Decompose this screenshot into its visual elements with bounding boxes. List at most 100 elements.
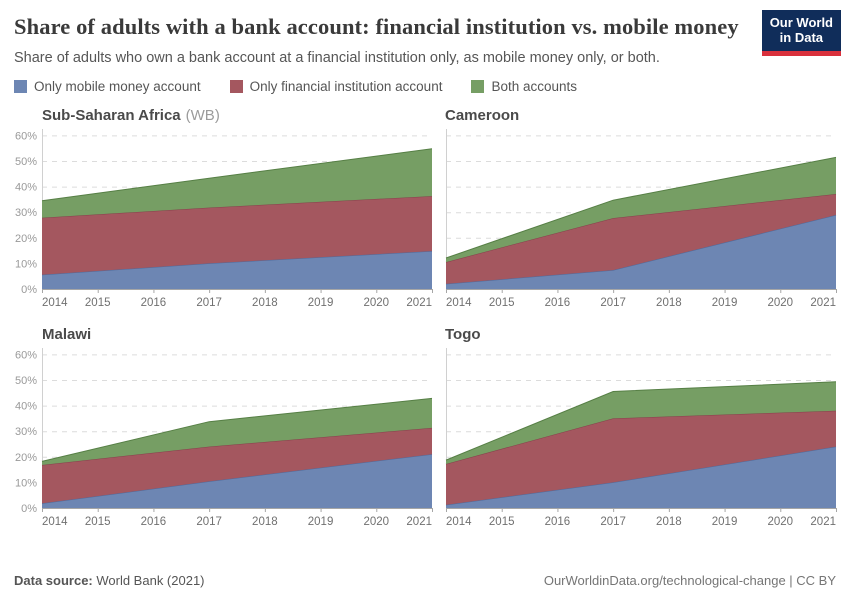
x-tick-label: 2021 xyxy=(810,516,836,528)
area-series-both xyxy=(446,157,836,263)
area-series-both-line xyxy=(445,381,837,461)
x-tick-label: 2020 xyxy=(363,297,389,309)
x-tick-label: 2014 xyxy=(446,297,472,309)
y-tick-label: 60% xyxy=(15,350,37,362)
legend-label-both: Both accounts xyxy=(491,79,578,95)
y-tick-label: 20% xyxy=(15,233,37,245)
panel-title-text: Sub-Saharan Africa xyxy=(42,107,181,125)
panel-title-cameroon: Cameroon xyxy=(445,107,836,124)
panel-title-sub-saharan-africa: Sub-Saharan Africa (WB) xyxy=(42,107,433,124)
x-tick-label: 2019 xyxy=(308,297,334,309)
x-tick-label: 2018 xyxy=(252,516,278,528)
area-series-both xyxy=(446,382,836,465)
x-tick-label: 2021 xyxy=(810,297,836,309)
x-tick-label: 2015 xyxy=(85,516,111,528)
x-tick-label: 2014 xyxy=(42,297,68,309)
x-tick-label: 2017 xyxy=(196,516,222,528)
area-series-fi xyxy=(42,428,432,504)
legend: Only mobile money account Only financial… xyxy=(14,79,836,94)
panel-cameroon: Cameroon 2014 2015 2016 2017 2018 2019 2020 202… xyxy=(445,107,837,315)
area-series-mobile xyxy=(446,446,836,509)
x-tick-label: 2017 xyxy=(196,297,222,309)
page-title: Share of adults with a bank account: fin… xyxy=(14,14,739,39)
panel-title-suffix: (WB) xyxy=(185,107,220,125)
legend-swatch-both-icon xyxy=(471,80,485,94)
x-tick-label: 2019 xyxy=(712,297,738,309)
panel-title-malawi: Malawi xyxy=(42,326,433,343)
area-series-mobile xyxy=(446,215,836,290)
y-tick-label: 0% xyxy=(21,503,37,515)
area-series-both xyxy=(42,398,432,466)
area-chart-malawi: 0% 10% 20% 30% 40% 50% 60% 2014 2015 2016 2017 2018… xyxy=(15,348,433,528)
panel-title-text: Malawi xyxy=(42,326,92,344)
legend-item-both-accounts[interactable]: Both accounts xyxy=(471,79,577,94)
x-tick-label: 2019 xyxy=(308,516,334,528)
footer-source-value: World Bank (2021) xyxy=(92,573,205,588)
x-tick-label: 2015 xyxy=(85,297,111,309)
legend-swatch-fi-icon xyxy=(229,80,243,94)
y-tick-label: 40% xyxy=(15,182,37,194)
y-tick-label: 10% xyxy=(15,478,37,490)
area-series-mobile xyxy=(42,251,432,290)
legend-item-only-mobile-money[interactable]: Only mobile money account xyxy=(14,79,201,94)
x-tick-label: 2016 xyxy=(141,297,167,309)
x-tick-label: 2018 xyxy=(252,297,278,309)
footer-source-label: Data source: xyxy=(14,573,93,588)
panel-title-text: Togo xyxy=(445,326,481,344)
y-tick-label: 10% xyxy=(15,259,37,271)
y-tick-label: 60% xyxy=(15,131,37,143)
area-series-fi xyxy=(446,410,836,506)
charts-grid: Sub-Saharan Africa (WB) 0% 10% 20% 30% 40% 50%… xyxy=(14,107,837,534)
owid-logo[interactable]: Our World in Data xyxy=(761,10,841,56)
panel-title-togo: Togo xyxy=(445,326,836,343)
x-tick-label: 2016 xyxy=(545,297,571,309)
x-tick-label: 2014 xyxy=(446,516,472,528)
owid-logo-line1: Our World xyxy=(769,15,833,30)
area-chart-sub-saharan-africa: 0% 10% 20% 30% 40% 50% 60% 2014 2015 2016 2017 2018… xyxy=(15,129,433,309)
y-tick-label: 50% xyxy=(15,156,37,168)
panel-title-text: Cameroon xyxy=(445,107,520,125)
x-tick-label: 2019 xyxy=(712,516,738,528)
x-tick-label: 2021 xyxy=(406,516,432,528)
legend-item-only-financial-institution[interactable]: Only financial institution account xyxy=(229,79,443,95)
x-tick-label: 2016 xyxy=(545,516,571,528)
area-series-both-line xyxy=(445,157,837,259)
page-subtitle: Share of adults who own a bank account a… xyxy=(14,50,660,67)
y-tick-label: 50% xyxy=(15,375,37,387)
x-tick-label: 2016 xyxy=(141,516,167,528)
y-tick-label: 30% xyxy=(15,207,37,219)
panel-togo: Togo 2014 2015 2016 2017 2018 2019 2020 2021 xyxy=(445,326,837,534)
owid-logo-text: Our World in Data xyxy=(761,10,841,51)
x-tick-label: 2020 xyxy=(767,297,793,309)
area-series-fi xyxy=(42,196,432,275)
owid-logo-red-bar xyxy=(761,50,841,56)
area-series-both-line xyxy=(41,398,433,463)
area-series-both-line xyxy=(41,148,433,202)
legend-label-fi: Only financial institution account xyxy=(249,79,443,95)
y-tick-label: 0% xyxy=(21,284,37,296)
area-series-mobile xyxy=(42,454,432,509)
area-series-both xyxy=(42,148,432,219)
footer: Data source: World Bank (2021) OurWorldi… xyxy=(14,573,836,588)
area-chart-togo: 2014 2015 2016 2017 2018 2019 2020 2021 xyxy=(445,348,837,528)
panel-malawi: Malawi 0% 10% 20% 30% 40% 50% 60% 2014 2015 2016 2… xyxy=(14,326,433,534)
y-tick-label: 30% xyxy=(15,426,37,438)
footer-link[interactable]: OurWorldinData.org/technological-change … xyxy=(543,573,836,588)
owid-logo-line2: in Data xyxy=(779,29,824,45)
panel-sub-saharan-africa: Sub-Saharan Africa (WB) 0% 10% 20% 30% 40% 50%… xyxy=(14,107,433,315)
x-tick-label: 2015 xyxy=(489,297,515,309)
area-series-fi xyxy=(446,194,836,285)
legend-swatch-mobile-icon xyxy=(14,80,27,94)
x-tick-label: 2021 xyxy=(406,297,432,309)
legend-label-mobile: Only mobile money account xyxy=(34,79,201,95)
x-tick-label: 2020 xyxy=(363,516,389,528)
y-tick-label: 20% xyxy=(15,452,37,464)
x-tick-label: 2017 xyxy=(600,516,626,528)
x-tick-label: 2020 xyxy=(767,516,793,528)
x-tick-label: 2018 xyxy=(656,297,682,309)
x-tick-label: 2018 xyxy=(656,516,682,528)
x-tick-label: 2017 xyxy=(600,297,626,309)
x-tick-label: 2014 xyxy=(42,516,68,528)
x-tick-label: 2015 xyxy=(489,516,515,528)
